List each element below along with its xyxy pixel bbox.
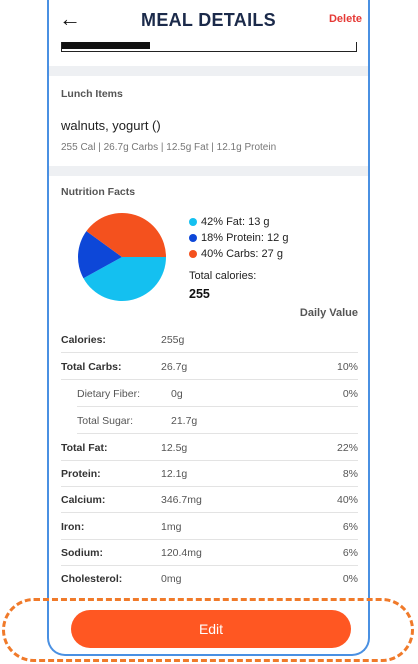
nutrient-amount: 0g xyxy=(171,388,183,400)
nutrient-amount: 120.4mg xyxy=(161,547,202,559)
edit-button[interactable]: Edit xyxy=(71,610,351,648)
nutrient-percent: 6% xyxy=(342,521,358,533)
pie-slice-fat xyxy=(83,257,166,301)
legend-protein: 18% Protein: 12 g xyxy=(189,232,288,244)
nutrient-row-total-fat: Total Fat: 12.5g 22% xyxy=(61,434,358,461)
nutrient-row-sodium: Sodium: 120.4mg 6% xyxy=(61,539,358,566)
nutrient-label: Total Carbs: xyxy=(61,361,122,373)
section-divider xyxy=(49,66,368,76)
pie-slice-protein xyxy=(78,231,122,279)
nutrient-row-iron: Iron: 1mg 6% xyxy=(61,513,358,540)
nutrient-row-dietary-fiber: Dietary Fiber: 0g 0% xyxy=(77,380,358,407)
nutrient-label: Protein: xyxy=(61,468,101,480)
nutrient-row-calories: Calories: 255g xyxy=(61,326,358,353)
legend-fat: 42% Fat: 13 g xyxy=(189,216,270,228)
meal-name: walnuts, yogurt () xyxy=(61,118,161,133)
legend-label-fat: 42% Fat: 13 g xyxy=(201,216,270,228)
header-bar: ← MEAL DETAILS Delete xyxy=(49,0,368,40)
nutrient-amount: 1mg xyxy=(161,521,182,533)
nutrient-percent: 22% xyxy=(336,442,358,454)
nutrient-percent: 6% xyxy=(342,547,358,559)
nutrient-percent: 0% xyxy=(342,573,358,585)
macro-pie-chart xyxy=(78,213,166,301)
nutrient-label: Calcium: xyxy=(61,494,106,506)
pie-slice-carbs xyxy=(86,213,166,257)
page-title: MEAL DETAILS xyxy=(141,9,276,30)
nutrient-percent: 0% xyxy=(342,388,358,400)
nutrient-amount: 12.5g xyxy=(161,442,188,454)
nutrient-label: Dietary Fiber: xyxy=(77,388,141,400)
back-arrow-icon[interactable]: ← xyxy=(59,6,81,31)
total-calories-value: 255 xyxy=(189,287,210,301)
nutrient-row-cholesterol: Cholesterol: 0mg 0% xyxy=(61,565,358,591)
legend-dot-fat xyxy=(189,218,197,226)
delete-button[interactable]: Delete xyxy=(328,13,362,25)
nutrient-label: Cholesterol: xyxy=(61,573,123,585)
lunch-section-label: Lunch Items xyxy=(61,88,123,100)
nutrient-percent: 40% xyxy=(336,494,358,506)
daily-value-header: Daily Value xyxy=(299,307,358,319)
nutrient-row-total-carbs: Total Carbs: 26.7g 10% xyxy=(61,353,358,380)
progress-fill xyxy=(62,42,151,49)
nutrient-row-total-sugar: Total Sugar: 21.7g xyxy=(77,407,358,434)
nutrient-label: Total Sugar: xyxy=(77,415,134,427)
nutrient-label: Total Fat: xyxy=(61,442,108,454)
nutrient-amount: 0mg xyxy=(161,573,182,585)
progress-track xyxy=(61,42,357,52)
legend-label-carbs: 40% Carbs: 27 g xyxy=(201,248,283,260)
legend-dot-carbs xyxy=(189,250,197,258)
section-divider xyxy=(49,166,368,176)
meal-macros: 255 Cal | 26.7g Carbs | 12.5g Fat | 12.1… xyxy=(61,142,277,153)
nutrient-amount: 255g xyxy=(161,334,185,346)
nutrient-label: Calories: xyxy=(61,334,106,346)
total-calories-label: Total calories: xyxy=(189,270,257,282)
legend-carbs: 40% Carbs: 27 g xyxy=(189,248,283,260)
nutrient-label: Iron: xyxy=(61,521,85,533)
nutrient-label: Sodium: xyxy=(61,547,103,559)
legend-label-protein: 18% Protein: 12 g xyxy=(201,232,289,244)
nutrient-amount: 12.1g xyxy=(161,468,188,480)
nutrient-amount: 346.7mg xyxy=(161,494,202,506)
legend-dot-protein xyxy=(189,234,197,242)
nutrient-amount: 21.7g xyxy=(171,415,198,427)
nutrient-percent: 10% xyxy=(336,361,358,373)
nutrition-section-label: Nutrition Facts xyxy=(61,186,136,198)
phone-frame: ← MEAL DETAILS Delete Lunch Items walnut… xyxy=(47,0,370,656)
nutrient-row-calcium: Calcium: 346.7mg 40% xyxy=(61,486,358,513)
nutrient-percent: 8% xyxy=(342,468,358,480)
nutrient-row-protein: Protein: 12.1g 8% xyxy=(61,460,358,487)
nutrient-amount: 26.7g xyxy=(161,361,188,373)
